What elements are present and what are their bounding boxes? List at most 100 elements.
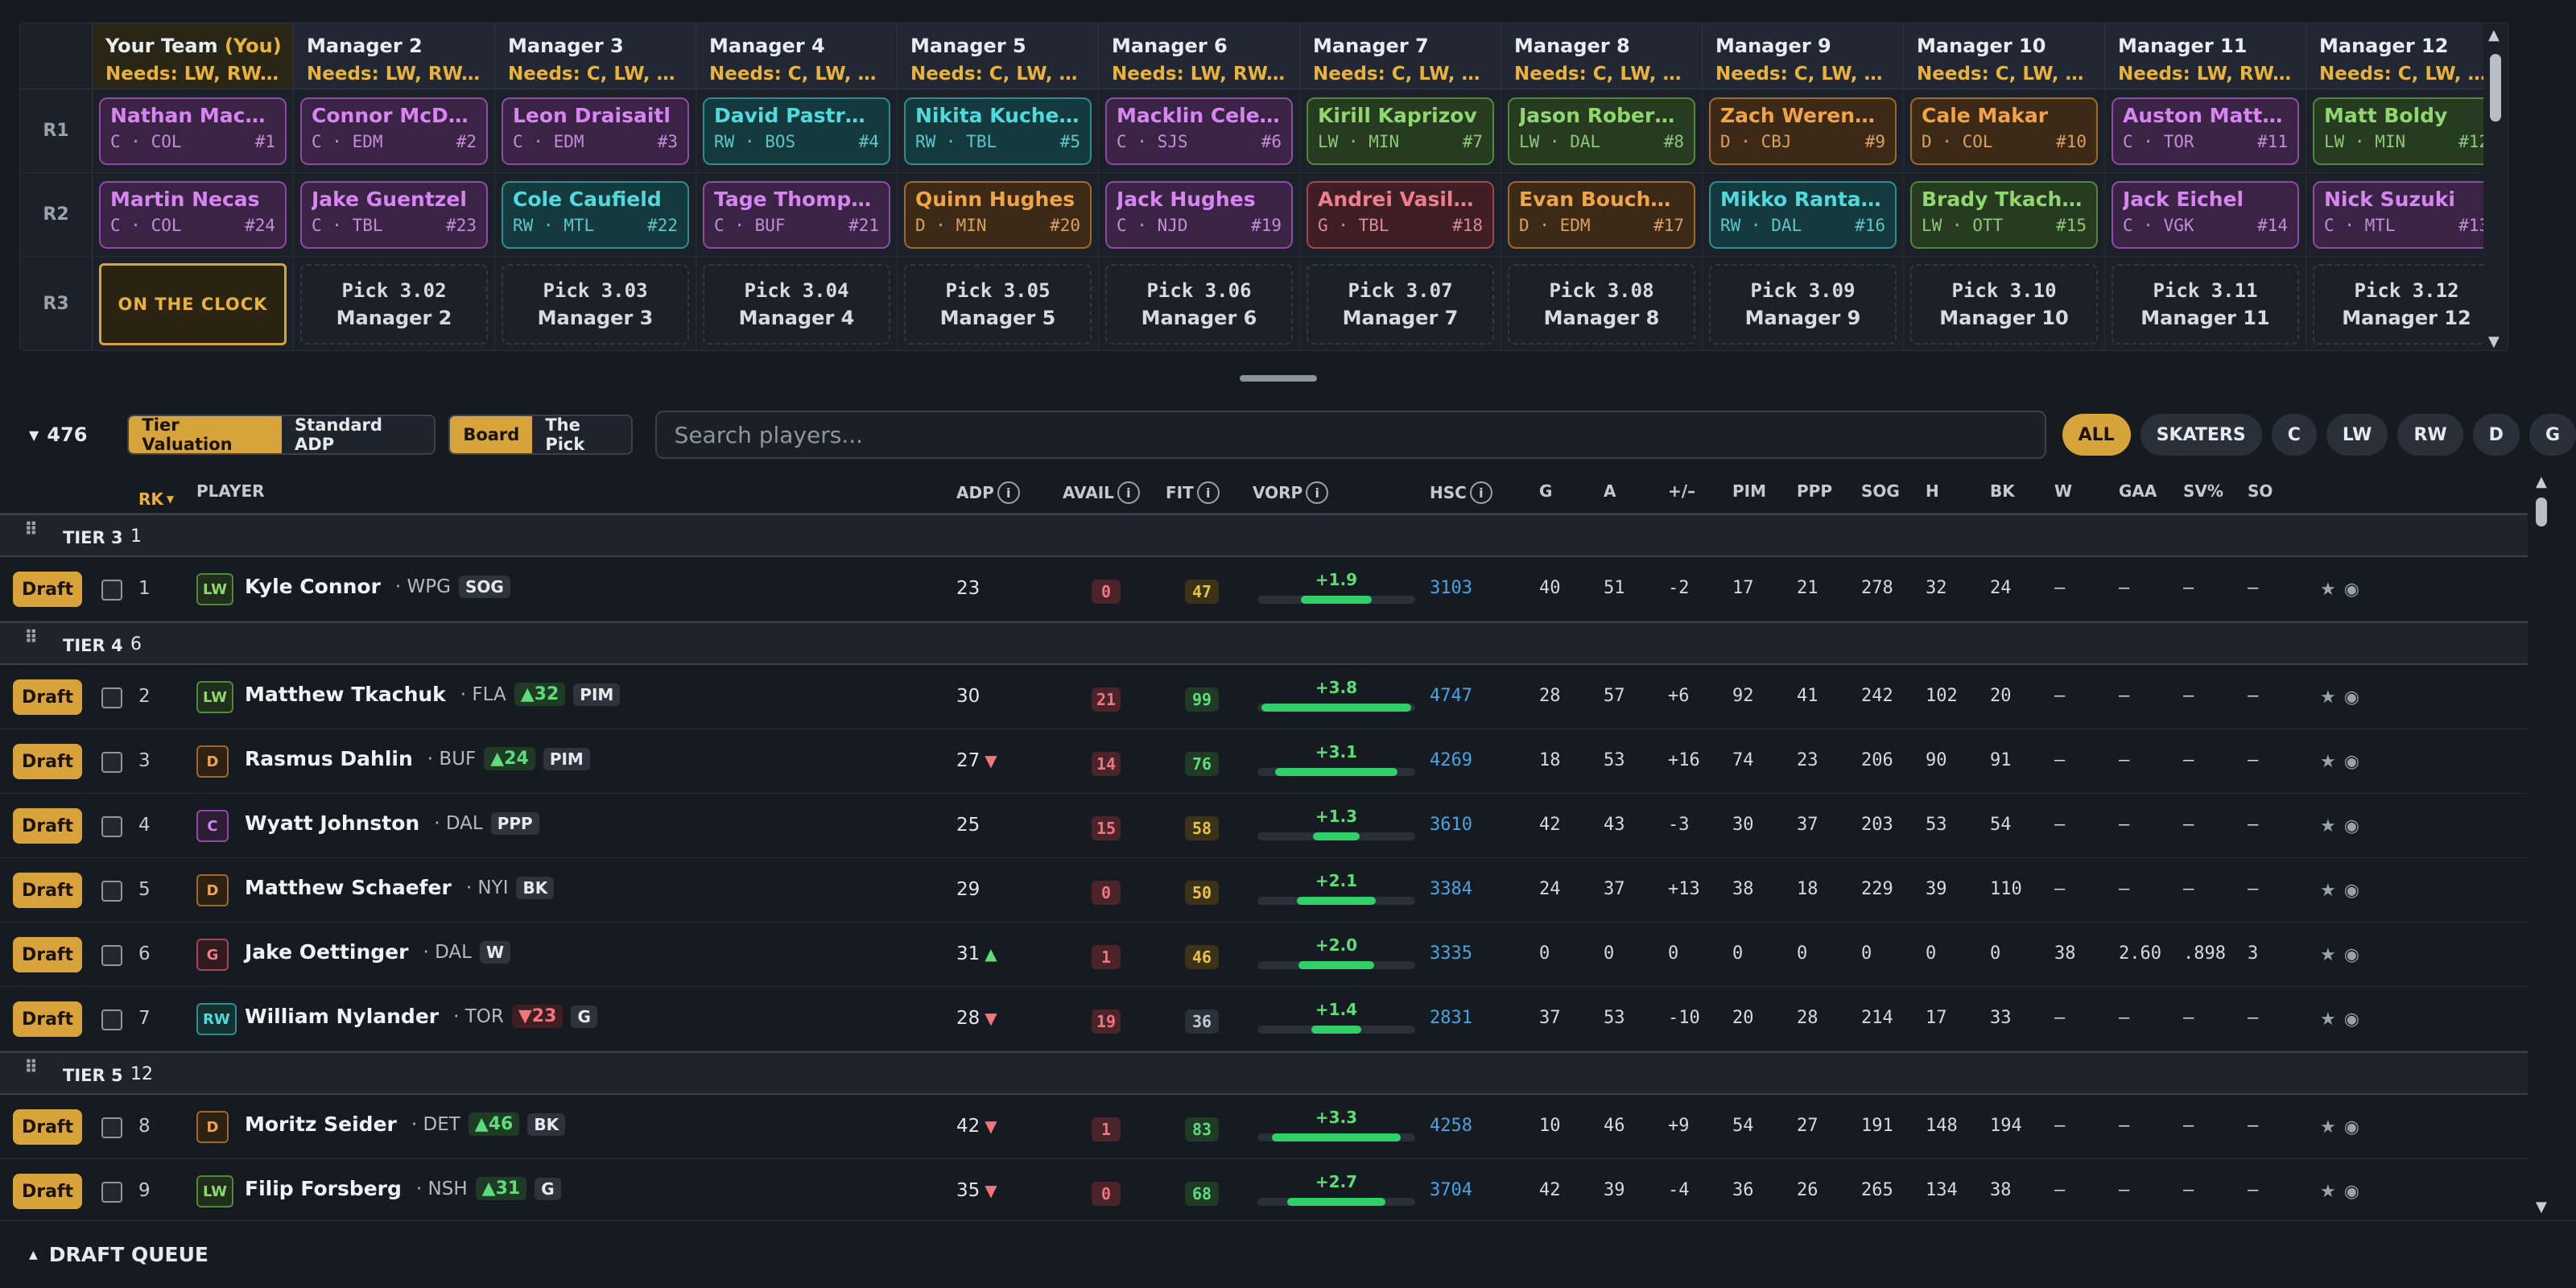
info-icon[interactable]: i (1306, 481, 1329, 504)
search-input[interactable]: Search players... (654, 411, 2046, 459)
filter-g[interactable]: G (2529, 414, 2576, 456)
col-bk[interactable]: BK (1990, 481, 2015, 501)
scroll-up-icon[interactable]: ▲ (2536, 473, 2547, 490)
col-g[interactable]: G (1539, 481, 1553, 501)
select-checkbox[interactable] (101, 580, 122, 601)
drafted-player-card[interactable]: Jack Hughes C · NJD #19 (1105, 180, 1293, 249)
manager-header[interactable]: Manager 6 Needs: LW, RW, D (1099, 23, 1300, 89)
player-name[interactable]: Matthew Schaefer (245, 876, 452, 899)
table-row[interactable]: Draft 1 LW Kyle Connor · WPG SOG 23 0 47 +1.9 3103… (0, 557, 2528, 621)
col-avail[interactable]: AVAIL i (1063, 481, 1140, 504)
col-gaa[interactable]: GAA (2119, 481, 2157, 501)
drafted-player-card[interactable]: Tage Thompson C · BUF #21 (703, 180, 890, 249)
empty-pick-slot[interactable]: Pick 3.06 Manager 6 (1105, 263, 1293, 345)
tier-header[interactable]: ⠿ TIER 5 12 (0, 1051, 2528, 1095)
table-row[interactable]: Draft 2 LW Matthew Tkachuk · FLA ▲32 PIM 30 21 99… (0, 665, 2528, 729)
empty-pick-slot[interactable]: Pick 3.07 Manager 7 (1307, 263, 1494, 345)
eye-icon[interactable]: ◉ (2343, 1117, 2359, 1137)
player-name[interactable]: Filip Forsberg (245, 1177, 402, 1200)
empty-pick-slot[interactable]: Pick 3.09 Manager 9 (1709, 263, 1897, 345)
select-checkbox[interactable] (101, 1182, 122, 1203)
table-row[interactable]: Draft 8 D Moritz Seider · DET ▲46 BK 42 ▼ 1 83 +3.3… (0, 1095, 2528, 1159)
standard-adp-button[interactable]: Standard ADP (282, 416, 435, 453)
table-row[interactable]: Draft 7 RW William Nylander · TOR ▼23 G 28 ▼ 19 36… (0, 987, 2528, 1051)
draft-button[interactable]: Draft (13, 679, 82, 715)
tier-valuation-button[interactable]: Tier Valuation (129, 416, 283, 453)
draft-button[interactable]: Draft (13, 1109, 82, 1145)
drafted-player-card[interactable]: Nikita Kucherov RW · TBL #5 (904, 97, 1092, 165)
drafted-player-card[interactable]: David Pastrnak RW · BOS #4 (703, 97, 890, 165)
drafted-player-card[interactable]: Brady Tkachuk LW · OTT #15 (1910, 180, 2098, 249)
eye-icon[interactable]: ◉ (2343, 1182, 2359, 1202)
manager-header[interactable]: Manager 11 Needs: LW, RW, D (2105, 23, 2306, 89)
star-icon[interactable]: ★ (2320, 580, 2336, 600)
player-list-toggle[interactable]: ▼ 476 (29, 423, 87, 446)
tier-header[interactable]: ⠿ TIER 3 1 (0, 514, 2528, 557)
info-icon[interactable]: i (1196, 481, 1220, 504)
eye-icon[interactable]: ◉ (2343, 816, 2359, 836)
the-pick-view-button[interactable]: The Pick (532, 416, 631, 453)
col-sog[interactable]: SOG (1861, 481, 1900, 501)
table-row[interactable]: Draft 4 C Wyatt Johnston · DAL PPP 25 15 58 +1.3 3… (0, 794, 2528, 858)
manager-header[interactable]: Manager 8 Needs: C, LW, RW (1501, 23, 1703, 89)
star-icon[interactable]: ★ (2320, 752, 2336, 772)
drafted-player-card[interactable]: Jack Eichel C · VGK #14 (2112, 180, 2299, 249)
draft-button[interactable]: Draft (13, 873, 82, 908)
panel-resize-handle[interactable] (1240, 375, 1317, 382)
player-name[interactable]: Moritz Seider (245, 1113, 397, 1136)
drafted-player-card[interactable]: Nathan MacKinnon C · COL #1 (99, 97, 287, 165)
eye-icon[interactable]: ◉ (2343, 687, 2359, 708)
manager-header[interactable]: Manager 7 Needs: C, LW, RW (1300, 23, 1501, 89)
col-adp[interactable]: ADP i (956, 481, 1020, 504)
drafted-player-card[interactable]: Macklin Celebrini C · SJS #6 (1105, 97, 1293, 165)
player-name[interactable]: Wyatt Johnston (245, 811, 420, 835)
col-fit[interactable]: FIT i (1166, 481, 1220, 504)
board-view-button[interactable]: Board (450, 416, 533, 453)
eye-icon[interactable]: ◉ (2343, 881, 2359, 901)
scroll-up-icon[interactable]: ▲ (2488, 27, 2500, 43)
star-icon[interactable]: ★ (2320, 1009, 2336, 1030)
star-icon[interactable]: ★ (2320, 945, 2336, 965)
info-icon[interactable]: i (1117, 481, 1140, 504)
empty-pick-slot[interactable]: Pick 3.02 Manager 2 (300, 263, 488, 345)
table-row[interactable]: Draft 5 D Matthew Schaefer · NYI BK 29 0 50 +2.1 3… (0, 858, 2528, 923)
drafted-player-card[interactable]: Matt Boldy LW · MIN #12 (2313, 97, 2500, 165)
table-scrollbar[interactable]: ▲ ▼ (2529, 469, 2553, 1220)
info-icon[interactable]: i (1469, 481, 1492, 504)
draft-queue-toggle[interactable]: ▲ DRAFT QUEUE (0, 1220, 2576, 1288)
manager-header[interactable]: Manager 5 Needs: C, LW, RW (898, 23, 1099, 89)
info-icon[interactable]: i (997, 481, 1020, 504)
drafted-player-card[interactable]: Cole Caufield RW · MTL #22 (502, 180, 689, 249)
manager-header[interactable]: Manager 12 Needs: C, LW, RW (2306, 23, 2508, 89)
empty-pick-slot[interactable]: Pick 3.12 Manager 12 (2313, 263, 2500, 345)
manager-header[interactable]: Manager 2 Needs: LW, RW, D (294, 23, 495, 89)
empty-pick-slot[interactable]: Pick 3.10 Manager 10 (1910, 263, 2098, 345)
eye-icon[interactable]: ◉ (2343, 945, 2359, 965)
player-name[interactable]: William Nylander (245, 1005, 440, 1028)
drafted-player-card[interactable]: Nick Suzuki C · MTL #13 (2313, 180, 2500, 249)
drafted-player-card[interactable]: Leon Draisaitl C · EDM #3 (502, 97, 689, 165)
table-row[interactable]: Draft 9 LW Filip Forsberg · NSH ▲31 G 35 ▼ 0 68 +2.… (0, 1159, 2528, 1220)
col-rank[interactable]: RK ▼ (138, 489, 175, 509)
drafted-player-card[interactable]: Evan Bouchard D · EDM #17 (1508, 180, 1695, 249)
drafted-player-card[interactable]: Auston Matthews C · TOR #11 (2112, 97, 2299, 165)
drafted-player-card[interactable]: Cale Makar D · COL #10 (1910, 97, 2098, 165)
filter-lw[interactable]: LW (2326, 414, 2388, 456)
filter-c[interactable]: C (2271, 414, 2317, 456)
draft-button[interactable]: Draft (13, 937, 82, 972)
select-checkbox[interactable] (101, 881, 122, 902)
col-ppp[interactable]: PPP (1797, 481, 1832, 501)
star-icon[interactable]: ★ (2320, 816, 2336, 836)
drafted-player-card[interactable]: Quinn Hughes D · MIN #20 (904, 180, 1092, 249)
scroll-down-icon[interactable]: ▼ (2536, 1199, 2547, 1216)
eye-icon[interactable]: ◉ (2343, 580, 2359, 600)
empty-pick-slot[interactable]: Pick 3.05 Manager 5 (904, 263, 1092, 345)
player-name[interactable]: Rasmus Dahlin (245, 747, 413, 770)
table-row[interactable]: Draft 3 D Rasmus Dahlin · BUF ▲24 PIM 27 ▼ 14 76 +3… (0, 729, 2528, 794)
drafted-player-card[interactable]: Martin Necas C · COL #24 (99, 180, 287, 249)
star-icon[interactable]: ★ (2320, 1117, 2336, 1137)
draft-button[interactable]: Draft (13, 744, 82, 779)
drag-handle-icon[interactable]: ⠿ (24, 520, 39, 540)
star-icon[interactable]: ★ (2320, 687, 2336, 708)
player-name[interactable]: Matthew Tkachuk (245, 683, 446, 706)
